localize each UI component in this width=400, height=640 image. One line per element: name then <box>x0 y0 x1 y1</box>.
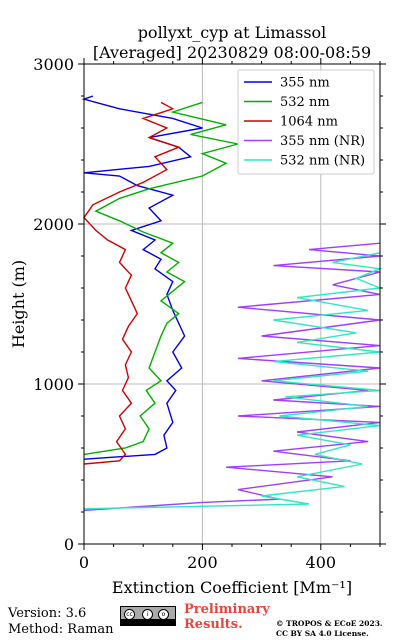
y-axis-label: Height (m) <box>9 260 28 348</box>
y-tick-label: 2000 <box>33 215 74 234</box>
series-line <box>83 242 381 512</box>
y-tick-label: 0 <box>64 535 74 554</box>
x-tick-label: 200 <box>187 553 218 572</box>
chart-subtitle: [Averaged] 20230829 08:00-08:59 <box>93 43 371 62</box>
method-text: Method: Raman <box>8 622 114 637</box>
preliminary-line-1: Preliminary <box>184 602 270 617</box>
legend-label: 532 nm (NR) <box>280 154 365 169</box>
series-line <box>81 95 203 460</box>
legend-box <box>237 69 375 175</box>
x-tick-label: 400 <box>306 553 337 572</box>
series-line <box>83 101 239 456</box>
copyright-line-1: © TROPOS & ECoE 2023. <box>276 619 383 628</box>
legend-label: 1064 nm <box>280 115 338 130</box>
preliminary-notice: Preliminary Results. <box>184 602 270 632</box>
chart-title: pollyxt_cyp at Limassol <box>138 23 327 42</box>
legend-label: 532 nm <box>280 95 330 110</box>
preliminary-line-2: Results. <box>184 617 243 632</box>
series-lines <box>81 95 383 512</box>
legend: 355 nm 532 nm 1064 nm 355 nm (NR) 532 nm (NR… <box>237 69 375 175</box>
legend-label: 355 nm (NR) <box>280 134 365 149</box>
legend-label: 355 nm <box>280 76 330 91</box>
series-line <box>83 101 181 465</box>
extinction-chart: pollyxt_cyp at Limassol [Averaged] 20230… <box>9 23 386 597</box>
x-axis-label: Extinction Coefficient [Mm⁻¹] <box>112 578 352 597</box>
series-line <box>83 252 383 510</box>
x-tick-label: 0 <box>79 553 89 572</box>
y-tick-label: 1000 <box>33 375 74 394</box>
axis-ticks: 0 200 400 0 1000 2000 3000 <box>33 55 386 572</box>
copyright-line-2: CC BY SA 4.0 License. <box>276 629 369 638</box>
cc-by-sa-badge-icon: cc i o <box>120 606 176 626</box>
cc-badge-strip <box>121 619 175 625</box>
y-tick-label: 3000 <box>33 55 74 74</box>
version-text: Version: 3.6 <box>8 606 87 621</box>
copyright-notice: © TROPOS & ECoE 2023. CC BY SA 4.0 Licen… <box>276 619 383 639</box>
